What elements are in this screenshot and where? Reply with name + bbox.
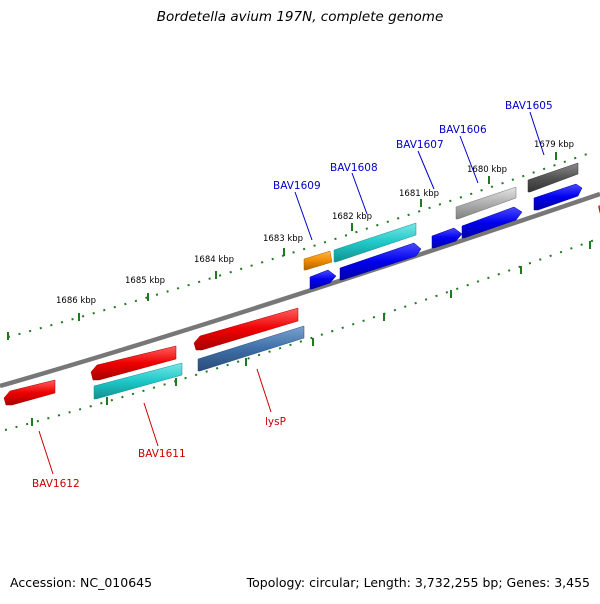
gene-BAV1612[interactable] xyxy=(3,379,56,406)
gene-BAV1611[interactable] xyxy=(93,362,183,400)
gene-labels: BAV1605 BAV1606 BAV1607 BAV1608 BAV1609 … xyxy=(32,100,553,490)
tick-label: 1685 kbp xyxy=(125,276,165,286)
gene-label-BAV1606[interactable]: BAV1606 xyxy=(439,124,487,136)
lower-tick-ruler xyxy=(4,237,600,431)
gene-BAV1604[interactable] xyxy=(533,183,583,211)
gene-label-BAV1612[interactable]: BAV1612 xyxy=(32,478,80,490)
accession-text: Accession: NC_010645 xyxy=(10,575,153,590)
gene-BAV1605[interactable] xyxy=(527,162,579,193)
forward-genes xyxy=(303,162,600,290)
kbp-tick-labels: 1679 kbp 1680 kbp 1681 kbp 1682 kbp 1683… xyxy=(56,140,574,306)
gene-BAV1608[interactable] xyxy=(333,222,417,263)
tick-label: 1682 kbp xyxy=(332,212,372,222)
genome-backbone xyxy=(0,191,600,389)
reverse-genes xyxy=(3,307,305,406)
tick-label: 1684 kbp xyxy=(194,255,234,265)
gene-label-lysP[interactable]: lysP xyxy=(265,416,286,428)
upper-tick-ruler xyxy=(7,152,591,340)
gene-lysP[interactable] xyxy=(197,325,305,372)
gene-label-BAV1611[interactable]: BAV1611 xyxy=(138,448,186,460)
gene-blue-1606b[interactable] xyxy=(461,206,523,239)
gene-BAV1609[interactable] xyxy=(303,250,333,271)
genome-summary-text: Topology: circular; Length: 3,732,255 bp… xyxy=(246,575,590,590)
label-leaders xyxy=(38,111,545,475)
gene-label-BAV1608[interactable]: BAV1608 xyxy=(330,162,378,174)
tick-label: 1681 kbp xyxy=(399,189,439,199)
tick-label: 1683 kbp xyxy=(263,234,303,244)
gene-BAV1607[interactable] xyxy=(431,227,463,249)
gene-label-BAV1605[interactable]: BAV1605 xyxy=(505,100,553,112)
gene-lysP-red[interactable] xyxy=(193,307,299,351)
map-title: Bordetella avium 197N, complete genome xyxy=(156,9,444,25)
gene-BAV1606[interactable] xyxy=(455,186,517,220)
gene-label-BAV1609[interactable]: BAV1609 xyxy=(273,180,321,192)
gene-label-BAV1607[interactable]: BAV1607 xyxy=(396,139,444,151)
tick-label: 1680 kbp xyxy=(467,165,507,175)
gene-blue-1608b[interactable] xyxy=(339,242,422,281)
gene-BAV1610[interactable] xyxy=(90,345,177,381)
tick-label: 1679 kbp xyxy=(534,140,574,150)
gene-blue-1609b[interactable] xyxy=(309,269,337,290)
tick-label: 1686 kbp xyxy=(56,296,96,306)
